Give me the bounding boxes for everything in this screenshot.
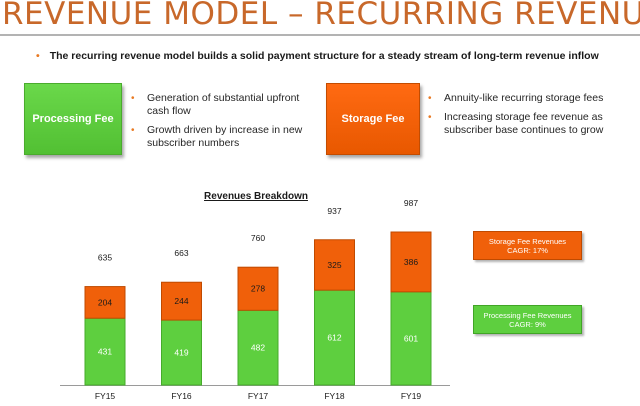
bar-processing: [237, 309, 279, 386]
legend-storage: Storage Fee Revenues CAGR: 17%: [473, 231, 582, 260]
bar-processing: [84, 317, 126, 386]
storage-point: • Increasing storage fee revenue as subsc…: [428, 111, 640, 137]
bar-storage: [237, 266, 279, 311]
processing-point-text: Generation of substantial upfront cash f…: [147, 92, 300, 117]
processing-point-text: Growth driven by increase in new subscri…: [147, 124, 303, 149]
bar-storage: [390, 231, 432, 293]
processing-value-label: 601: [404, 333, 418, 343]
title-divider: [0, 34, 640, 36]
bar-processing: [314, 289, 355, 386]
lead-text: The recurring revenue model builds a sol…: [49, 50, 599, 62]
x-tick-label: FY16: [171, 391, 192, 401]
storage-point-text: Annuity-like recurring storage fees: [444, 92, 604, 104]
bar-processing: [390, 291, 432, 386]
bar-storage: [161, 281, 202, 321]
processing-point: • Generation of substantial upfront cash …: [131, 92, 321, 118]
bullet-icon: •: [428, 93, 432, 104]
processing-value-label: 612: [327, 333, 341, 343]
processing-value-label: 419: [174, 348, 188, 358]
total-value-label: 635: [98, 253, 112, 263]
storage-fee-box: Storage Fee: [326, 83, 420, 155]
bar-storage: [314, 239, 355, 291]
x-tick-label: FY15: [95, 391, 116, 401]
total-value-label: 937: [327, 206, 341, 216]
lead-statement: • The recurring revenue model builds a so…: [36, 50, 636, 62]
x-tick-label: FY19: [401, 391, 422, 401]
storage-value-label: 325: [327, 260, 341, 270]
x-tick-label: FY17: [248, 391, 269, 401]
storage-fee-label: Storage Fee: [341, 113, 405, 125]
processing-fee-points: • Generation of substantial upfront cash …: [131, 92, 321, 156]
bullet-icon: •: [428, 112, 432, 123]
storage-point-text: Increasing storage fee revenue as subscr…: [444, 111, 604, 136]
legend-storage-name: Storage Fee Revenues: [488, 236, 567, 246]
storage-value-label: 386: [404, 257, 418, 267]
bullet-icon: •: [131, 125, 135, 136]
storage-fee-points: • Annuity-like recurring storage fees • In…: [428, 92, 640, 143]
bar-processing: [161, 319, 202, 386]
processing-fee-box: Processing Fee: [24, 83, 122, 155]
legend-storage-cagr: CAGR: 17%: [507, 245, 548, 255]
storage-point: • Annuity-like recurring storage fees: [428, 92, 640, 105]
processing-value-label: 431: [98, 347, 112, 357]
total-value-label: 987: [404, 198, 418, 208]
total-value-label: 760: [251, 233, 265, 243]
processing-value-label: 482: [251, 343, 265, 353]
legend-processing-name: Processing Fee Revenues: [483, 310, 572, 320]
slide-title: REVENUE MODEL – RECURRING REVENUE: [2, 0, 640, 32]
storage-value-label: 244: [174, 296, 188, 306]
storage-value-label: 204: [98, 297, 112, 307]
storage-value-label: 278: [251, 284, 265, 294]
bar-storage: [84, 286, 126, 319]
processing-point: • Growth driven by increase in new subscr…: [131, 124, 321, 150]
bullet-icon: •: [131, 93, 135, 104]
bullet-icon: •: [36, 50, 40, 62]
total-value-label: 663: [174, 248, 188, 258]
legend-processing: Processing Fee Revenues CAGR: 9%: [473, 305, 582, 334]
processing-fee-label: Processing Fee: [32, 113, 114, 125]
legend-processing-cagr: CAGR: 9%: [509, 319, 546, 329]
x-tick-label: FY18: [324, 391, 345, 401]
chart-title: Revenues Breakdown: [204, 191, 308, 202]
